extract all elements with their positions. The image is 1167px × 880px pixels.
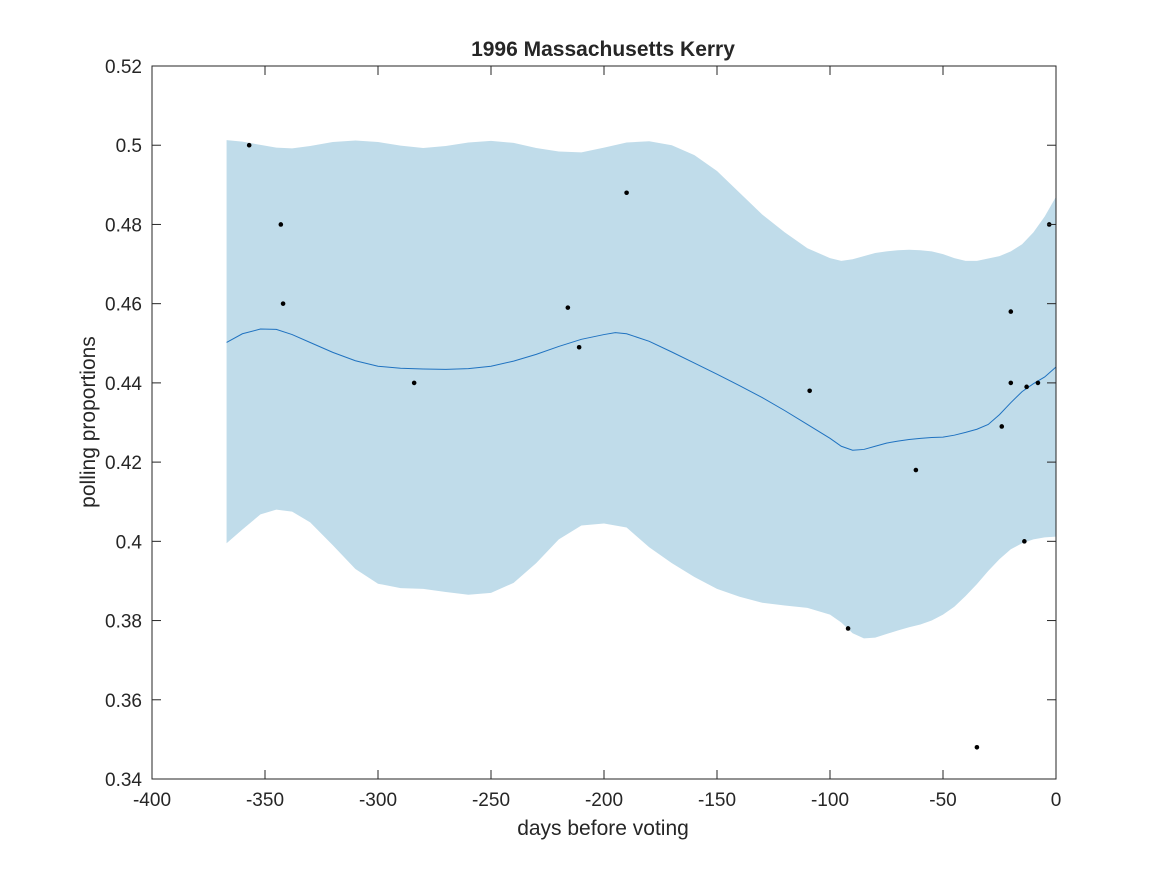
- poll-point: [845, 626, 851, 631]
- confidence-band: [226, 140, 1056, 639]
- poll-point: [246, 142, 252, 148]
- x-tick-label: -50: [929, 790, 956, 811]
- y-tick-label: 0.38: [105, 612, 142, 633]
- x-tick-label: -150: [698, 790, 736, 811]
- x-tick-label: -300: [359, 790, 397, 811]
- y-tick-label: 0.4: [116, 532, 143, 553]
- y-tick-label: 0.42: [105, 453, 142, 474]
- trend-line: [226, 328, 1057, 451]
- poll-point: [1008, 309, 1014, 314]
- y-tick-label: 0.44: [105, 374, 142, 395]
- y-tick-label: 0.46: [105, 295, 142, 316]
- x-axis-label: days before voting: [517, 817, 689, 840]
- x-tick-label: -400: [133, 790, 171, 811]
- x-tick-label: -350: [246, 790, 284, 811]
- y-tick-label: 0.52: [105, 57, 142, 78]
- y-tick-label: 0.34: [105, 770, 142, 791]
- x-tick-label: 0: [1051, 790, 1062, 811]
- x-axis-ticks: -400 -350 -300 -250 -200 -150 -100 -50 0: [133, 66, 1061, 811]
- poll-point: [411, 380, 417, 386]
- poll-point: [1008, 380, 1014, 386]
- poll-point: [1035, 380, 1041, 386]
- y-axis-label: polling proportions: [77, 336, 100, 508]
- poll-point: [280, 301, 286, 306]
- poll-point: [913, 467, 919, 473]
- poll-point: [565, 305, 571, 310]
- x-tick-label: -100: [811, 790, 849, 811]
- plot-area: [226, 140, 1057, 750]
- x-tick-label: -250: [472, 790, 510, 811]
- poll-points: [246, 142, 1052, 750]
- poll-point: [624, 190, 629, 196]
- y-tick-label: 0.36: [105, 691, 142, 712]
- poll-point: [1024, 384, 1029, 390]
- y-tick-label: 0.48: [105, 215, 142, 236]
- chart-title: 1996 Massachusetts Kerry: [471, 38, 735, 61]
- poll-point: [974, 745, 980, 750]
- poll-point: [1022, 539, 1027, 544]
- y-tick-label: 0.5: [116, 136, 142, 157]
- y-axis-ticks: 0.34 0.36 0.38 0.4 0.42 0.44 0.46 0.48 0.5 0.52: [105, 57, 1056, 791]
- poll-point: [807, 388, 812, 394]
- poll-point: [576, 344, 582, 350]
- poll-point: [278, 222, 284, 227]
- poll-point: [999, 424, 1005, 429]
- x-tick-label: -200: [585, 790, 623, 811]
